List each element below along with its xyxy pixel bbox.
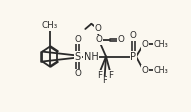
Text: O: O — [74, 69, 81, 78]
Text: O: O — [142, 66, 149, 75]
Text: O: O — [117, 35, 124, 44]
Text: CH₃: CH₃ — [153, 66, 168, 75]
Text: S: S — [75, 52, 81, 62]
Text: O: O — [95, 24, 101, 33]
Text: O: O — [95, 35, 102, 44]
Text: CH₃: CH₃ — [42, 21, 58, 30]
Text: O: O — [130, 31, 137, 40]
Text: P: P — [130, 52, 136, 62]
Text: F: F — [102, 76, 107, 85]
Text: O: O — [74, 35, 81, 44]
Text: CH₃: CH₃ — [153, 40, 168, 49]
Text: F: F — [108, 71, 113, 80]
Text: F: F — [97, 71, 102, 80]
Text: O: O — [142, 40, 149, 49]
Text: NH: NH — [84, 52, 99, 62]
